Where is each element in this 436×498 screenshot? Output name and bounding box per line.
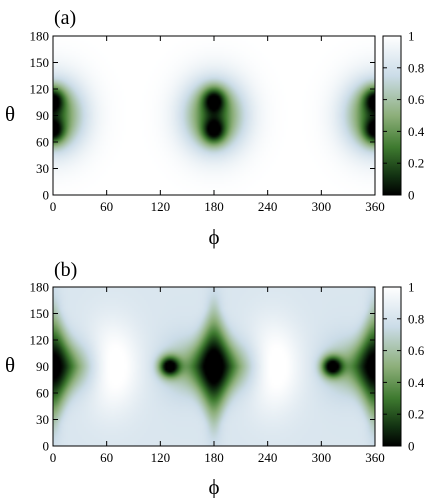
y-tick-label: 90 <box>36 108 49 123</box>
y-axis-label-b: θ <box>5 353 15 377</box>
colorbar-tick-label: 0.4 <box>408 124 425 139</box>
x-tick-label: 120 <box>151 199 171 214</box>
y-tick-label: 0 <box>43 439 50 454</box>
y-tick-label: 150 <box>30 306 50 321</box>
x-ticks-a: 0 60 120 180 240 300 360 <box>50 36 385 214</box>
colorbar-tick-label: 0.4 <box>408 375 425 390</box>
x-tick-label: 180 <box>204 450 224 465</box>
x-tick-label: 60 <box>100 450 113 465</box>
y-ticks-a: 0 30 60 90 120 150 180 <box>30 29 375 203</box>
y-ticks-b: 0 30 60 90 120 150 180 <box>30 280 375 454</box>
panel-label-a: (a) <box>54 7 76 29</box>
heatmap-a-image <box>53 36 375 195</box>
y-tick-label: 60 <box>36 135 49 150</box>
colorbar-a <box>382 35 402 196</box>
colorbar-tick-label: 0.8 <box>408 311 424 326</box>
colorbar-tick-label: 0.2 <box>408 407 424 422</box>
x-axis-label-a: ϕ <box>208 225 219 249</box>
panel-label-b: (b) <box>54 259 77 281</box>
x-tick-label: 120 <box>151 450 171 465</box>
x-tick-label: 0 <box>50 450 57 465</box>
x-axis-label-b: ϕ <box>208 475 219 498</box>
x-tick-label: 0 <box>50 199 57 214</box>
x-tick-label: 300 <box>312 199 332 214</box>
x-tick-label: 300 <box>312 450 332 465</box>
y-tick-label: 30 <box>36 161 49 176</box>
y-tick-label: 120 <box>30 333 50 348</box>
x-tick-label: 240 <box>258 199 278 214</box>
y-tick-label: 90 <box>36 359 49 374</box>
x-tick-label: 60 <box>100 199 113 214</box>
x-tick-label: 360 <box>365 199 385 214</box>
colorbar-tick-label: 0.6 <box>408 343 425 358</box>
y-tick-label: 180 <box>30 280 50 295</box>
colorbar-tick-label: 0.8 <box>408 60 424 75</box>
x-tick-label: 360 <box>365 450 385 465</box>
colorbar-ticks-b: 0 0.2 0.4 0.6 0.8 1 <box>383 280 425 454</box>
y-tick-label: 150 <box>30 55 50 70</box>
colorbar-tick-label: 0.2 <box>408 156 424 171</box>
x-tick-label: 180 <box>204 199 224 214</box>
y-tick-label: 180 <box>30 29 50 44</box>
y-tick-label: 30 <box>36 412 49 427</box>
y-tick-label: 60 <box>36 386 49 401</box>
y-axis-label-a: θ <box>5 102 15 126</box>
colorbar-tick-label: 1 <box>408 280 415 295</box>
x-tick-label: 240 <box>258 450 278 465</box>
x-ticks-b: 0 60 120 180 240 300 360 <box>50 287 385 465</box>
y-tick-label: 120 <box>30 82 50 97</box>
y-tick-label: 0 <box>43 188 50 203</box>
colorbar-tick-label: 0.6 <box>408 92 425 107</box>
colorbar-tick-label: 1 <box>408 29 415 44</box>
heatmap-b-image <box>53 287 375 446</box>
colorbar-tick-label: 0 <box>408 439 415 454</box>
colorbar-b <box>382 286 402 447</box>
colorbar-ticks-a: 0 0.2 0.4 0.6 0.8 1 <box>383 29 425 203</box>
colorbar-tick-label: 0 <box>408 188 415 203</box>
